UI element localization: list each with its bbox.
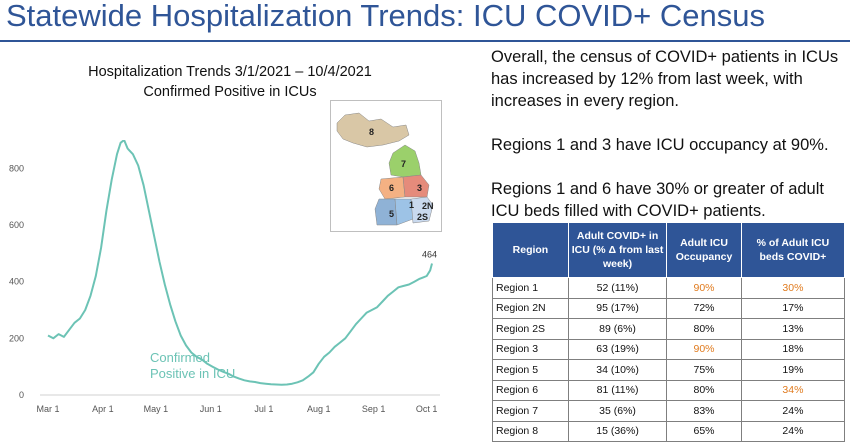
cell-region: Region 7 [492, 400, 569, 422]
cell-region: Region 2N [492, 297, 569, 319]
y-tick-label: 200 [9, 333, 24, 343]
header-pct-beds-covid: % of Adult ICU beds COVID+ [740, 222, 846, 278]
table-row: Region 5 34 (10%) 75% 19% [492, 359, 846, 381]
map-label-8: 8 [369, 127, 374, 137]
x-tick-label: Mar 1 [36, 404, 59, 414]
map-region-6 [378, 176, 406, 200]
header-region: Region [492, 222, 569, 278]
chart-title: Hospitalization Trends 3/1/2021 – 10/4/2… [88, 64, 372, 80]
cell-covid-icu: 15 (36%) [567, 420, 668, 442]
map-region-2 [410, 196, 434, 224]
map-label-5: 5 [389, 209, 394, 219]
cell-region: Region 5 [492, 359, 569, 381]
cell-pct-covid: 13% [740, 318, 846, 340]
table-row: Region 2S 89 (6%) 80% 13% [492, 318, 846, 340]
cell-occupancy: 80% [666, 379, 742, 401]
cell-occupancy: 90% [666, 338, 742, 360]
cell-occupancy: 75% [666, 359, 742, 381]
table-row: Region 1 52 (11%) 90% 30% [492, 277, 846, 299]
series-label-line2: Positive in ICU [150, 366, 235, 381]
map-label-2n: 2N [422, 201, 434, 211]
icu-trend-chart: 0 200 400 600 800 Mar 1 Apr 1 May 1 Jun 1 Jul 1 Au… [9, 140, 440, 414]
header-icu-occupancy: Adult ICU Occupancy [666, 222, 742, 278]
cell-occupancy: 72% [666, 297, 742, 319]
x-tick-label: May 1 [144, 404, 169, 414]
x-tick-label: Jul 1 [254, 404, 273, 414]
cell-region: Region 1 [492, 277, 569, 299]
x-tick-label: Aug 1 [307, 404, 331, 414]
region-table: Region Adult COVID+ in ICU (% Δ from las… [492, 222, 846, 442]
summary-paragraph-1: Overall, the census of COVID+ patients i… [491, 48, 839, 110]
cell-pct-covid: 18% [740, 338, 846, 360]
summary-paragraph-2: Regions 1 and 3 have ICU occupancy at 90… [491, 136, 829, 154]
table-row: Region 6 81 (11%) 80% 34% [492, 379, 846, 401]
y-tick-label: 0 [19, 390, 24, 400]
cell-region: Region 8 [492, 420, 569, 442]
cell-covid-icu: 35 (6%) [567, 400, 668, 422]
cell-covid-icu: 52 (11%) [567, 277, 668, 299]
x-tick-label: Oct 1 [416, 404, 438, 414]
x-tick-label: Sep 1 [362, 404, 386, 414]
summary-paragraph-3: Regions 1 and 6 have 30% or greater of a… [491, 180, 824, 220]
y-tick-label: 600 [9, 220, 24, 230]
chart-title-block: Hospitalization Trends 3/1/2021 – 10/4/2… [70, 62, 390, 102]
cell-covid-icu: 89 (6%) [567, 318, 668, 340]
x-tick-label: Jun 1 [200, 404, 222, 414]
cell-pct-covid: 34% [740, 379, 846, 401]
cell-covid-icu: 81 (11%) [567, 379, 668, 401]
table-row: Region 2N 95 (17%) 72% 17% [492, 297, 846, 319]
x-tick-label: Apr 1 [92, 404, 114, 414]
header-covid-icu: Adult COVID+ in ICU (% Δ from last week) [567, 222, 668, 278]
cell-region: Region 2S [492, 318, 569, 340]
series-line-confirmed-positive [47, 140, 433, 386]
cell-occupancy: 83% [666, 400, 742, 422]
cell-covid-icu: 34 (10%) [567, 359, 668, 381]
map-label-6: 6 [389, 183, 394, 193]
map-label-3: 3 [417, 183, 422, 193]
michigan-region-map: 8 7 6 3 1 2N 2S 5 [330, 100, 442, 232]
table-row: Region 3 63 (19%) 90% 18% [492, 338, 846, 360]
y-tick-label: 400 [9, 277, 24, 287]
cell-occupancy: 80% [666, 318, 742, 340]
y-tick-label: 800 [9, 163, 24, 173]
cell-region: Region 3 [492, 338, 569, 360]
cell-covid-icu: 63 (19%) [567, 338, 668, 360]
map-label-1: 1 [409, 200, 414, 210]
cell-pct-covid: 24% [740, 420, 846, 442]
cell-pct-covid: 30% [740, 277, 846, 299]
title-rule [0, 40, 850, 42]
map-region-3 [402, 174, 430, 198]
cell-pct-covid: 17% [740, 297, 846, 319]
cell-pct-covid: 19% [740, 359, 846, 381]
page-title: Statewide Hospitalization Trends: ICU CO… [6, 0, 765, 33]
cell-region: Region 6 [492, 379, 569, 401]
map-label-7: 7 [401, 159, 406, 169]
map-label-2s: 2S [417, 212, 428, 222]
map-region-5 [374, 198, 398, 226]
series-label-line1: Confirmed [150, 350, 210, 365]
cell-covid-icu: 95 (17%) [567, 297, 668, 319]
map-region-8 [336, 112, 410, 148]
end-value-label: 464 [422, 250, 437, 260]
table-header-row: Region Adult COVID+ in ICU (% Δ from las… [492, 222, 846, 278]
cell-occupancy: 90% [666, 277, 742, 299]
cell-occupancy: 65% [666, 420, 742, 442]
chart-subtitle: Confirmed Positive in ICUs [143, 84, 317, 100]
cell-pct-covid: 24% [740, 400, 846, 422]
table-row: Region 8 15 (36%) 65% 24% [492, 420, 846, 442]
table-row: Region 7 35 (6%) 83% 24% [492, 400, 846, 422]
